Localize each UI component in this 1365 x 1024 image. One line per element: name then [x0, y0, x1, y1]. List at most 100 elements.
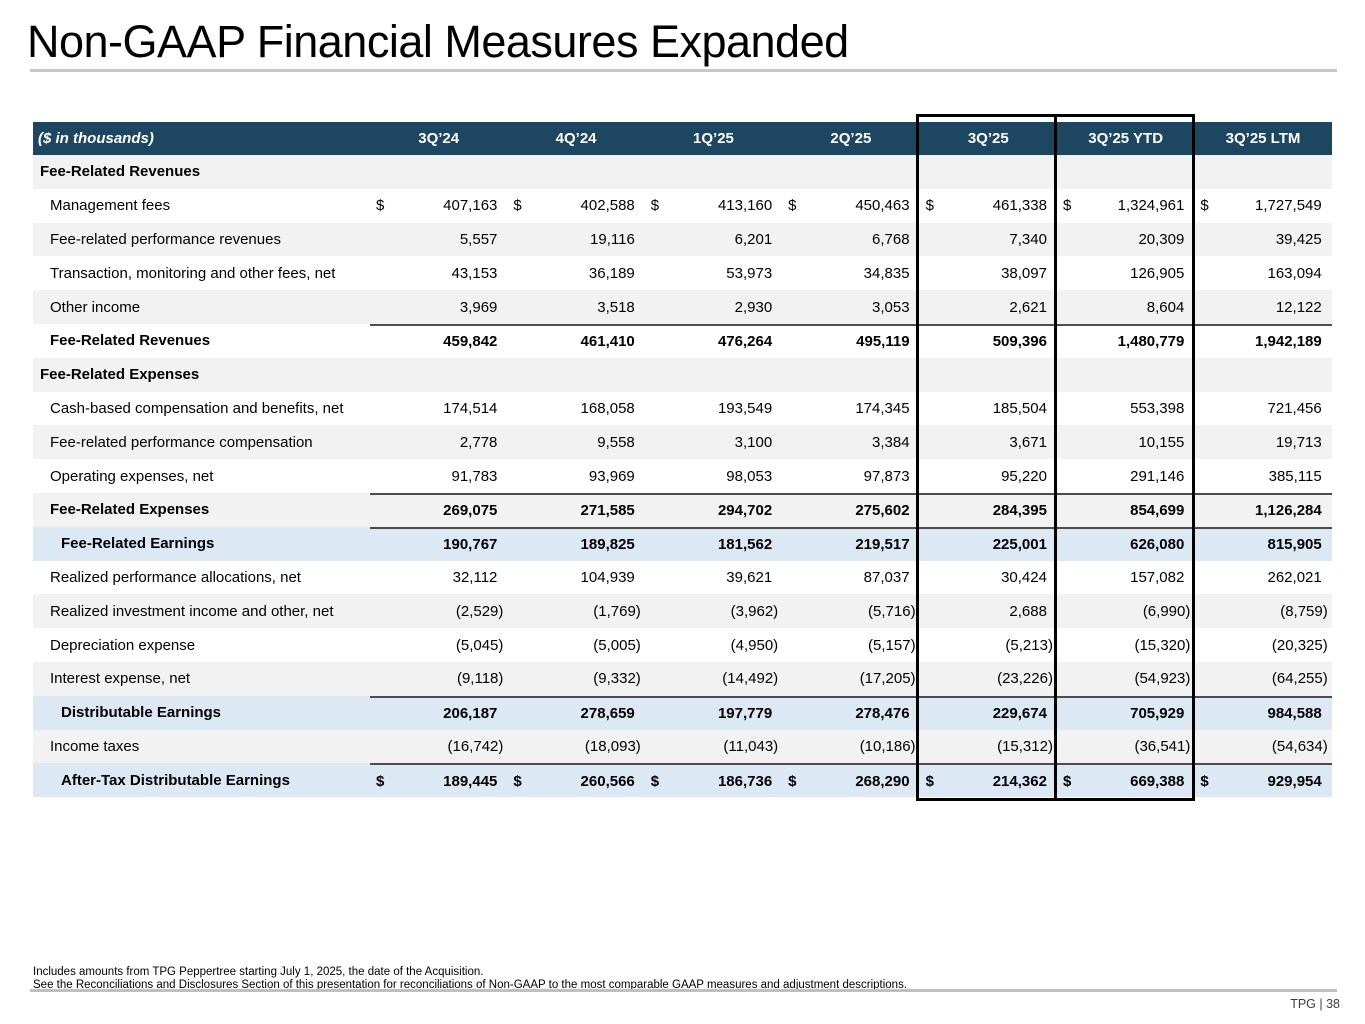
value-text: 93,969 [588, 467, 635, 485]
row-label: Fee-Related Revenues [50, 332, 211, 350]
dollar-sign: $ [1062, 772, 1072, 790]
cell-value: (17,205) [782, 662, 919, 696]
value-text: 20,309 [1138, 230, 1185, 248]
dollar-sign: $ [513, 772, 522, 790]
cell-value: 19,116 [507, 223, 644, 257]
column-header: 2Q’25 [830, 130, 872, 147]
cell-value: $669,388 [1056, 763, 1195, 797]
cell-value [920, 155, 1057, 189]
cell-value: $186,736 [644, 763, 783, 797]
cell-value [782, 155, 919, 189]
cell-value: 385,115 [1194, 459, 1331, 493]
value-text: 34,835 [863, 264, 910, 282]
value-text: (1,769) [593, 602, 641, 620]
cell-value: 984,588 [1194, 695, 1332, 730]
value-text: 461,410 [580, 333, 635, 351]
value-text: 104,939 [580, 568, 635, 586]
cell-value [370, 358, 507, 392]
cell-value: 206,187 [370, 695, 508, 730]
cell-value: (6,990) [1057, 594, 1194, 628]
cell-value: $450,463 [782, 189, 919, 223]
value-text: 553,398 [1130, 399, 1185, 417]
unit-label: ($ in thousands) [38, 130, 154, 147]
value-text: 229,674 [992, 705, 1047, 723]
value-text: 43,153 [451, 264, 498, 282]
table-row: Cash-based compensation and benefits, ne… [33, 391, 1332, 426]
value-text: 815,905 [1267, 536, 1322, 554]
cell-value: (5,005) [507, 628, 644, 662]
cell-value: 291,146 [1057, 459, 1194, 493]
value-text: 1,126,284 [1255, 502, 1322, 520]
value-text: 459,842 [443, 333, 498, 351]
cell-value: 168,058 [507, 392, 644, 426]
cell-value: (2,529) [370, 594, 507, 628]
cell-value [1057, 358, 1194, 392]
cell-value: 157,082 [1057, 561, 1194, 595]
value-text: 2,688 [1009, 602, 1047, 620]
value-text: 669,388 [1130, 772, 1185, 790]
column-header: 3Q’25 [967, 130, 1009, 147]
cell-value: 185,504 [920, 392, 1057, 426]
value-text: 97,873 [863, 467, 910, 485]
row-label: Fee-Related Revenues [40, 163, 201, 181]
row-label: Cash-based compensation and benefits, ne… [50, 399, 344, 417]
value-text: (20,325) [1271, 636, 1328, 654]
cell-value: 91,783 [370, 459, 507, 493]
value-text: (54,923) [1134, 670, 1191, 688]
value-text: 271,585 [580, 502, 635, 520]
value-text: 7,340 [1009, 230, 1047, 248]
cell-value: 275,602 [782, 492, 920, 527]
cell-value: (5,213) [920, 628, 1057, 662]
cell-value: 181,562 [644, 526, 783, 561]
value-text: (23,226) [997, 670, 1053, 688]
value-text: 95,220 [1001, 467, 1047, 485]
dollar-sign: $ [1200, 197, 1209, 215]
cell-value: 10,155 [1057, 425, 1194, 459]
table-row: Operating expenses, net 91,783 93,969 98,05… [33, 459, 1332, 493]
cell-value: 1,126,284 [1194, 492, 1332, 527]
dollar-sign: $ [925, 197, 934, 215]
cell-value: $407,163 [370, 189, 507, 223]
row-label: Transaction, monitoring and other fees, … [50, 264, 336, 282]
value-text: 219,517 [855, 536, 910, 554]
value-text: 268,290 [855, 772, 910, 790]
value-text: 1,727,549 [1255, 197, 1322, 215]
value-text: 36,189 [588, 264, 635, 282]
table-header-row: ($ in thousands) 3Q’24 4Q’24 1Q’25 2Q’25 3Q’… [33, 122, 1332, 155]
cell-value: (54,923) [1057, 662, 1194, 696]
cell-value: 32,112 [370, 561, 507, 595]
cell-value: (5,045) [370, 628, 507, 662]
value-text: (5,213) [1005, 636, 1053, 654]
table-row: Management fees $407,163 $402,588 $413,160 $… [33, 188, 1332, 223]
row-label: Fee-Related Expenses [50, 501, 210, 519]
table-row: Fee-related performance revenues 5,557 19,… [33, 222, 1332, 257]
value-text: (5,005) [593, 636, 641, 654]
cell-value: 193,549 [645, 392, 782, 426]
value-text: 260,566 [580, 772, 635, 790]
cell-value: 2,930 [645, 290, 782, 324]
cell-value: 705,929 [1056, 695, 1195, 730]
value-text: (9,332) [593, 670, 641, 688]
cell-value: 3,100 [645, 425, 782, 459]
cell-value: (15,320) [1057, 628, 1194, 662]
cell-value: 34,835 [782, 256, 919, 290]
value-text: 461,338 [992, 197, 1047, 215]
value-text: 197,779 [717, 705, 773, 723]
cell-value: 97,873 [782, 459, 919, 493]
page-number: TPG | 38 [1290, 997, 1340, 1011]
value-text: (14,492) [722, 670, 779, 688]
cell-value: 269,075 [370, 492, 508, 527]
value-text: 3,671 [1009, 433, 1047, 451]
value-text: 186,736 [717, 772, 773, 790]
value-text: (4,950) [730, 636, 779, 654]
value-text: 2,778 [459, 433, 498, 451]
cell-value [645, 358, 782, 392]
value-text: 509,396 [992, 333, 1047, 351]
value-text: 10,155 [1138, 433, 1185, 451]
value-text: 476,264 [717, 333, 773, 351]
cell-value: 19,713 [1194, 425, 1331, 459]
cell-value: (14,492) [645, 662, 782, 696]
value-text: 126,905 [1130, 264, 1185, 282]
footnotes: Includes amounts from TPG Peppertree sta… [33, 966, 907, 992]
dollar-sign: $ [788, 197, 797, 215]
